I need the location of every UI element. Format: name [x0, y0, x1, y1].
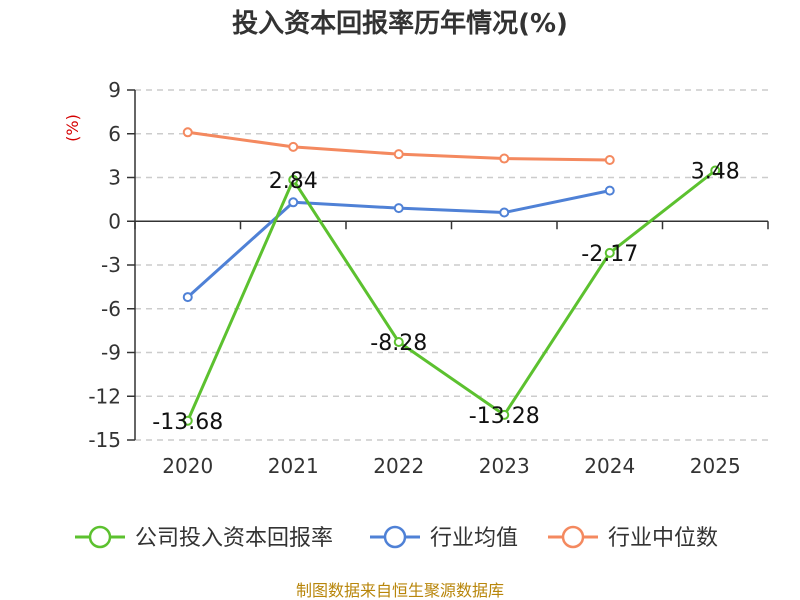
series-point-2 [393, 149, 404, 160]
legend-label: 行业均值 [430, 526, 518, 551]
y-tick-label: -3 [101, 253, 121, 277]
x-tick-label: 2020 [162, 454, 213, 478]
series-point-0 [604, 247, 615, 258]
series-point-1 [604, 185, 615, 196]
data-label: -13.68 [152, 410, 223, 435]
series-point-2 [288, 141, 299, 152]
source-note: 制图数据来自恒生聚源数据库 [296, 581, 504, 600]
data-label-layer: -13.68 2.84 -8.28 -13.28 -2.17 3.48 [152, 160, 739, 435]
series-point-0 [499, 409, 510, 420]
y-tick-label: -15 [88, 428, 121, 452]
data-label: 3.48 [691, 160, 740, 185]
legend-label: 行业中位数 [608, 526, 718, 551]
y-axis-label: (%) [63, 114, 82, 142]
series-point-0 [182, 415, 193, 426]
axis-layer: 9 6 3 0 -3 -6 -9 -12 -15 2020 2021 2022 2023 2024 2025 [88, 78, 769, 478]
data-label: -8.28 [370, 331, 427, 356]
y-tick-label: 3 [108, 166, 121, 190]
legend: 公司投入资本回报率 行业均值 行业中位数 [75, 525, 718, 551]
series-point-0 [710, 165, 721, 176]
y-tick-label: 6 [108, 122, 121, 146]
x-tick-label: 2025 [690, 454, 741, 478]
series-point-2 [604, 155, 615, 165]
data-label: -2.17 [581, 242, 638, 267]
series-point-2 [182, 127, 193, 138]
data-label: -13.28 [469, 404, 540, 429]
legend-label: 公司投入资本回报率 [135, 526, 333, 551]
y-tick-label: -9 [101, 341, 121, 365]
x-tick-label: 2021 [268, 454, 319, 478]
x-tick-label: 2024 [584, 454, 635, 478]
series-point-0 [288, 174, 299, 185]
series-layer [182, 127, 721, 426]
series-point-1 [288, 197, 299, 208]
legend-marker [88, 525, 112, 549]
y-tick-label: -12 [88, 384, 121, 408]
series-point-1 [182, 292, 193, 303]
series-point-1 [499, 207, 510, 218]
y-tick-label: -6 [101, 297, 121, 321]
legend-marker [561, 525, 585, 549]
chart-title: 投入资本回报率历年情况(%) [232, 8, 568, 39]
series-point-0 [393, 337, 404, 347]
series-point-1 [393, 203, 404, 214]
y-tick-label: 9 [108, 78, 121, 102]
x-tick-label: 2023 [479, 454, 530, 478]
y-tick-label: 0 [108, 209, 121, 233]
series-point-2 [499, 153, 510, 164]
legend-marker [383, 525, 407, 549]
data-label: 2.84 [269, 169, 318, 194]
series-line-0 [186, 169, 717, 422]
x-tick-label: 2022 [373, 454, 424, 478]
grid-layer [135, 89, 768, 441]
